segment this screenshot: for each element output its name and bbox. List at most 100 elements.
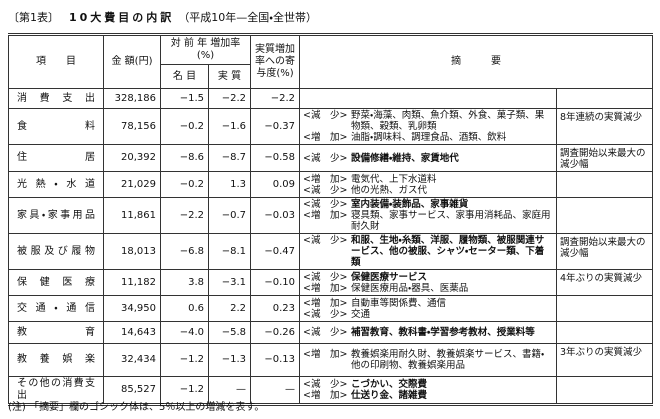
remark-cell [556,295,653,322]
contribution-cell: −0.10 [250,269,300,296]
contribution-cell: −0.37 [250,108,300,145]
remark-cell: 3年ぶりの実質減少 [556,343,653,377]
amount-cell: 20,392 [103,144,161,172]
item-cell: 被服及び履物 [8,233,104,270]
nominal-cell: −4.0 [160,321,209,344]
summary-line: <減 少> 室内装備・装飾品、家事雑貨 [303,199,553,210]
amount-cell: 32,434 [103,343,161,377]
contribution-cell: −0.47 [250,233,300,270]
summary-cell: <減 少> 設備修繕・維持、家賃地代 [299,144,557,172]
amount-cell: 11,861 [103,197,161,234]
summary-label: <減 少> [303,271,348,283]
summary-cell: <増 加> 教養娯楽用耐久財、教養娯楽サービス、書籍・他の印刷物、教養娯楽用品 [299,343,557,377]
real-cell: 2.2 [208,295,251,322]
summary-text: 野菜・海藻、肉類、魚介類、外食、菓子類、果物類、穀類、乳卵類 [351,110,545,132]
title: 〔第1表〕 10大費目の内訳 （平成10年—全国・全世帯） [8,9,317,25]
contribution-cell: −0.58 [250,144,300,172]
item-cell: 家具・家事用品 [8,197,104,234]
contribution-cell: −0.26 [250,321,300,344]
item-cell: 光熱・水道 [8,171,104,198]
table-row: 消費支出 328,186 −1.5 −2.2 −2.2 [8,88,653,109]
summary-line: <増 加> 自動車等関係費、通信 [303,298,553,309]
nominal-cell: −8.6 [160,144,209,172]
summary-label: <減 少> [303,110,348,121]
remark-cell [556,321,653,344]
sub-header: 実 質 [208,64,251,89]
amount-cell: 78,156 [103,108,161,145]
sub-header: 名 目 [160,64,209,89]
remark-cell [556,197,653,234]
item-cell: 消費支出 [8,88,104,109]
real-cell: −8.1 [208,233,251,270]
real-cell: −1.3 [208,343,251,377]
col-header: 対 前 年 増加率(%) [160,33,251,65]
summary-text: 交通 [351,308,371,320]
item-cell: その他の消費支出 [8,376,104,406]
summary-label: <増 加> [303,349,348,360]
item-cell: 保健医療 [8,269,104,296]
summary-line: <増 加> 保健医療用品・器具、医薬品 [303,283,553,294]
real-cell: −2.2 [208,88,251,109]
summary-text: こづかい、交際費 [351,379,428,390]
summary-label: <減 少> [303,327,348,338]
summary-label: <減 少> [303,199,348,210]
summary-text: 他の光熱、ガス代 [351,184,428,196]
table-row: その他の消費支出 85,527 −1.2— — <減 少> こづかい、交際費 <増 加> 仕送… [8,376,653,406]
nominal-cell: −6.8 [160,233,209,270]
nominal-cell: −1.5 [160,88,209,109]
nominal-cell: −2.2 [160,197,209,234]
summary-cell: <増 加> 自動車等関係費、通信 <減 少> 交通 [299,295,557,322]
remark-cell: 調査開始以来最大の減少幅 [556,144,653,172]
real-cell: −0.7 [208,197,251,234]
item-cell: 教養娯楽 [8,343,104,377]
summary-text: 自動車等関係費、通信 [351,297,447,309]
remark-cell: 4年ぶりの実質減少 [556,269,653,296]
contribution-cell: 0.09 [250,171,300,198]
item-cell: 食料 [8,108,104,145]
real-cell: 1.3 [208,171,251,198]
summary-cell: <減 少> 和服、生地・糸類、洋服、履物類、被服関連サービス、他の被服、シャツ・セ… [299,233,557,270]
remark-cell [556,88,653,109]
summary-text: 和服、生地・糸類、洋服、履物類、被服関連サービス、他の被服、シャツ・セーター類、… [351,235,545,268]
table-row: 住居 20,392 −8.6 −8.7 −0.58 <減 少> 設備修繕・維持、家賃地代 調査… [8,144,653,172]
real-cell: −1.6 [208,108,251,145]
summary-text: 教養娯楽用耐久財、教養娯楽サービス、書籍・他の印刷物、教養娯楽用品 [351,349,545,371]
summary-cell: <減 少> 保健医療サービス <増 加> 保健医療用品・器具、医薬品 [299,269,557,296]
summary-text: 油脂・調味料、調理食品、酒類、飲料 [351,132,507,143]
table-row: 光熱・水道 21,029 −0.2 1.3 0.09 <増 加> 電気代、上下水道料 <減 少… [8,171,653,198]
summary-line: <減 少> 保健医療サービス [303,272,553,283]
contribution-cell: — [250,376,300,406]
summary-text: 室内装備・装飾品、家事雑貨 [351,199,469,210]
summary-label: <減 少> [303,184,348,196]
table-body: 消費支出 328,186 −1.5 −2.2 −2.2 食料 78,156 −0.2 −1.6−… [8,88,653,406]
summary-label: <増 加> [303,132,348,143]
item-cell: 教育 [8,321,104,344]
summary-line: <増 加> 油脂・調味料、調理食品、酒類、飲料 [303,132,553,143]
col-header: 摘 要 [299,33,653,89]
summary-label: <増 加> [303,390,348,401]
footnote: (注) 「摘要」欄のゴシック体は、5％以上の増減を表す。 [8,402,265,413]
summary-line: <減 少> 他の光熱、ガス代 [303,185,553,196]
col-header: 項 目 [8,33,104,89]
table-number: 〔第1表〕 [8,11,59,24]
contribution-cell: −0.03 [250,197,300,234]
table-row: 家具・家事用品 11,861 −2.2 −0.7 −0.03 <減 少> 室内装備・装飾品、… [8,197,653,234]
table-row: 教養娯楽 32,434 −1.2 −1.3 −0.13 <増 加> 教養娯楽用耐久財、教養娯… [8,343,653,377]
summary-label: <増 加> [303,173,348,185]
table-row: 交通・通信 34,950 0.6 2.2 0.23 <増 加> 自動車等関係費、通信 <減 少… [8,295,653,322]
summary-cell: <増 加> 電気代、上下水道料 <減 少> 他の光熱、ガス代 [299,171,557,198]
nominal-cell: −0.2 [160,108,209,145]
table-row: 食料 78,156 −0.2 −1.6 −0.37 <減 少> 野菜・海藻、肉類、魚介類、外… [8,108,653,145]
summary-label: <減 少> [303,235,348,246]
amount-cell: 21,029 [103,171,161,198]
col-header: 実質増加率への寄与度(%) [250,33,300,89]
summary-label: <増 加> [303,210,348,221]
item-cell: 交通・通信 [8,295,104,322]
summary-cell: <減 少> こづかい、交際費 <増 加> 仕送り金、諸雑費 [299,376,557,406]
nominal-cell: −1.2 [160,343,209,377]
summary-cell [299,88,557,109]
table-row: 被服及び履物 18,013 −6.8 −8.1 −0.47 <減 少> 和服、生地・糸類、洋… [8,233,653,270]
contribution-cell: 0.23 [250,295,300,322]
contribution-cell: −0.13 [250,343,300,377]
table-subtitle: （平成10年—全国・全世帯） [178,11,318,24]
